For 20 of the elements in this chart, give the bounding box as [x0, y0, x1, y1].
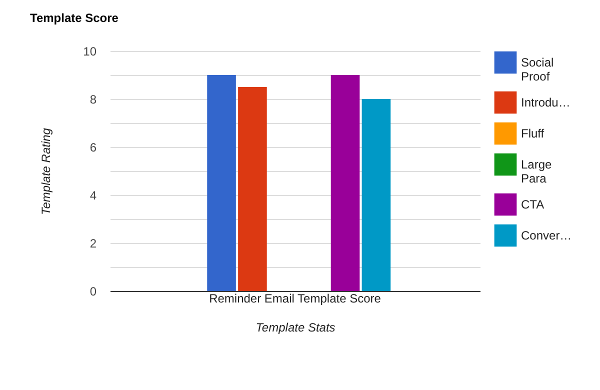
x-axis-title: Template Stats — [256, 320, 336, 334]
y-tick-label: 0 — [90, 284, 97, 298]
legend-label: CTA — [521, 198, 544, 212]
y-tick-label: 8 — [90, 92, 97, 106]
y-tick-label: 4 — [90, 188, 97, 202]
bar — [330, 75, 360, 291]
legend-label: Introdu… — [521, 96, 570, 110]
y-tick-label: 10 — [83, 44, 97, 58]
bar — [238, 87, 267, 291]
legend-label: Social Proof — [521, 56, 554, 84]
y-tick-label: 6 — [90, 140, 97, 154]
bar — [207, 75, 236, 291]
y-tick-label: 2 — [90, 236, 97, 250]
legend-label: Conver… — [521, 228, 572, 242]
bar — [362, 99, 391, 291]
chart-title: Template Score — [30, 11, 119, 25]
x-tick-label: Reminder Email Template Score — [209, 292, 382, 306]
legend-label: Large Para — [521, 158, 552, 186]
legend-label: Fluff — [521, 126, 545, 140]
y-axis-title: Template Rating — [39, 128, 54, 215]
